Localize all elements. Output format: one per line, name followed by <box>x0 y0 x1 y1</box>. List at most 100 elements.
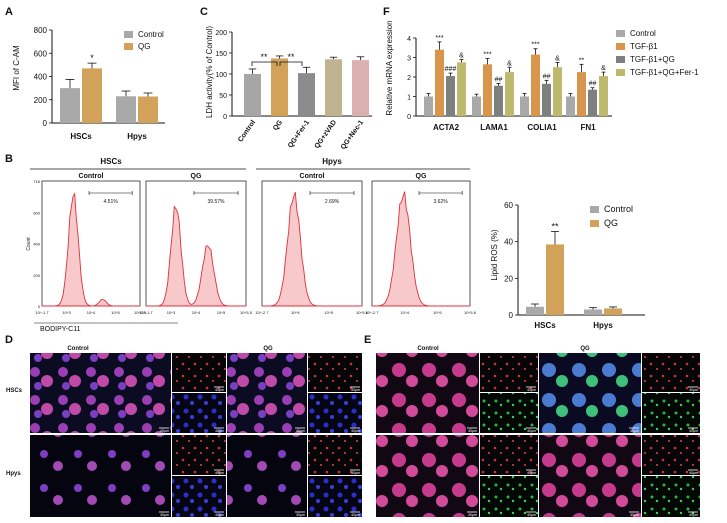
x-tick-label: 10^3 <box>62 310 71 315</box>
significance-mark: ### <box>445 66 457 73</box>
significance-mark: & <box>601 65 606 72</box>
significance-mark: *** <box>531 42 539 49</box>
y-tick-label: 600 <box>34 49 48 58</box>
y-tick-labels: 0 200 400 600 800 <box>34 26 52 128</box>
bar-series <box>415 38 612 117</box>
histogram-curve <box>372 191 470 307</box>
x-tick-label: 10^4 <box>291 310 300 315</box>
legend-swatch <box>124 43 133 50</box>
scale-label: 40μm <box>160 429 169 433</box>
legend: Control QG <box>124 30 164 51</box>
bar <box>599 76 608 116</box>
x-tick-labels: Control QG QG+Fer-1 QG+zVAD QG+Nec-1 <box>237 119 365 151</box>
legend-swatch <box>616 43 625 50</box>
bar <box>566 96 575 116</box>
micrograph-green <box>642 393 700 433</box>
histogram-title: Control <box>79 173 104 180</box>
y-tick-labels: 0 50 100 150 200 <box>215 30 232 121</box>
panel-a: A MFI of C-AM 0 200 400 600 800 HSCs Hpys * C… <box>5 6 165 141</box>
flow-histograms: Control 4.51% 10^-1.7 10^3 10^4 10^5 10^5.5 0 20… <box>33 173 476 315</box>
legend-label: Control <box>604 204 633 214</box>
scale-label: 40μm <box>689 429 698 433</box>
scale-label: 40μm <box>215 471 224 475</box>
x-tick-label: QG <box>272 119 284 132</box>
significance-mark: ## <box>543 73 551 80</box>
panel-c: C LDH activity(% of Control) 0 50 100 150 20… <box>200 6 372 151</box>
significance-mark: * <box>90 53 94 63</box>
gate-percentage: 2.69% <box>325 199 340 205</box>
micrograph-red <box>642 435 700 475</box>
bar <box>424 96 433 116</box>
panel-letter-e: E <box>364 334 371 346</box>
column-label-control: Control <box>67 346 89 352</box>
gate-marker <box>88 191 133 195</box>
x-tick-label: 10^4 <box>192 310 201 315</box>
scale-label: 40μm <box>468 429 477 433</box>
bar <box>584 309 602 315</box>
x-tick-label: HSCs <box>70 132 92 141</box>
x-tick-label: 10^5 <box>324 310 333 315</box>
axis-title-count: Count <box>26 237 32 251</box>
histogram-frame <box>41 180 141 307</box>
legend-swatch <box>590 220 599 227</box>
bar <box>588 89 597 116</box>
y-tick-label: 400 <box>34 73 48 82</box>
scale-bars: 40μm 40μm 40μm 40μm 40μm 40μm 40μm 40μm 40μm 40μm… <box>159 386 360 517</box>
gate-marker <box>193 191 239 195</box>
y-tick-label: 716 <box>33 179 40 184</box>
y-tick-label: 800 <box>34 26 48 35</box>
x-tick-label: 10^4 <box>87 310 96 315</box>
micrograph-blue <box>172 393 226 433</box>
legend-label: TGF-β1+QG <box>630 55 675 64</box>
y-tick-label: 0 <box>38 304 41 309</box>
gate-percentage: 3.62% <box>434 199 449 205</box>
bar <box>494 85 503 116</box>
bar <box>457 62 466 116</box>
x-tick-label: QG+Nec-1 <box>340 119 365 151</box>
significance-mark: ** <box>579 57 585 64</box>
gate-percentage: 4.51% <box>104 199 119 205</box>
bar-series <box>231 32 372 117</box>
scale-label: 40μm <box>630 429 639 433</box>
bar <box>116 96 136 123</box>
panel-letter-d: D <box>5 334 13 346</box>
bar <box>553 67 562 116</box>
y-tick-label: 0 <box>407 114 411 121</box>
x-tick-label: ACTA2 <box>433 123 460 132</box>
histogram-title: QG <box>191 173 202 180</box>
y-tick-label: 50 <box>219 93 227 100</box>
y-tick-label: 200 <box>33 273 40 278</box>
group-label-hpys: Hpys <box>322 157 342 166</box>
scale-label: 40μm <box>351 471 360 475</box>
scale-label: 40μm <box>689 513 698 517</box>
significance-mark: & <box>507 60 512 67</box>
histogram-frame <box>261 180 363 307</box>
bar <box>604 308 622 315</box>
x-tick-label: QG+zVAD <box>314 119 339 150</box>
scale-label: 40μm <box>468 513 477 517</box>
scale-label: 40μm <box>527 513 536 517</box>
histogram-curve <box>262 191 362 307</box>
micrograph-merge <box>376 353 479 433</box>
x-tick-label: 10^5.6 <box>356 310 369 315</box>
scale-label: 40μm <box>215 513 224 517</box>
x-tick-label: LAMA1 <box>480 123 508 132</box>
panel-letter-a: A <box>5 6 13 18</box>
bar <box>520 96 529 116</box>
scale-label: 40μm <box>689 471 698 475</box>
panel-b: B HSCs Hpys Control 4.51% 10^-1.7 10^3 10^4 1… <box>5 153 645 333</box>
axis-title-y: MFI of C-AM <box>12 45 21 91</box>
x-tick-labels: HSCs Hpys <box>534 321 613 330</box>
micrograph-red <box>642 353 700 392</box>
histogram-curve <box>42 192 140 307</box>
micrograph-blue <box>308 476 362 517</box>
bar-series <box>51 30 165 124</box>
legend: Control TGF-β1 TGF-β1+QG TGF-β1+QG+Fer-1 <box>616 29 699 77</box>
x-tick-label: Hpys <box>593 321 613 330</box>
bar <box>271 58 288 116</box>
micrograph-merge <box>30 435 171 517</box>
x-tick-label: FN1 <box>580 123 596 132</box>
row-label-hpys: Hpys <box>6 471 21 477</box>
significance-mark: ** <box>287 52 295 62</box>
